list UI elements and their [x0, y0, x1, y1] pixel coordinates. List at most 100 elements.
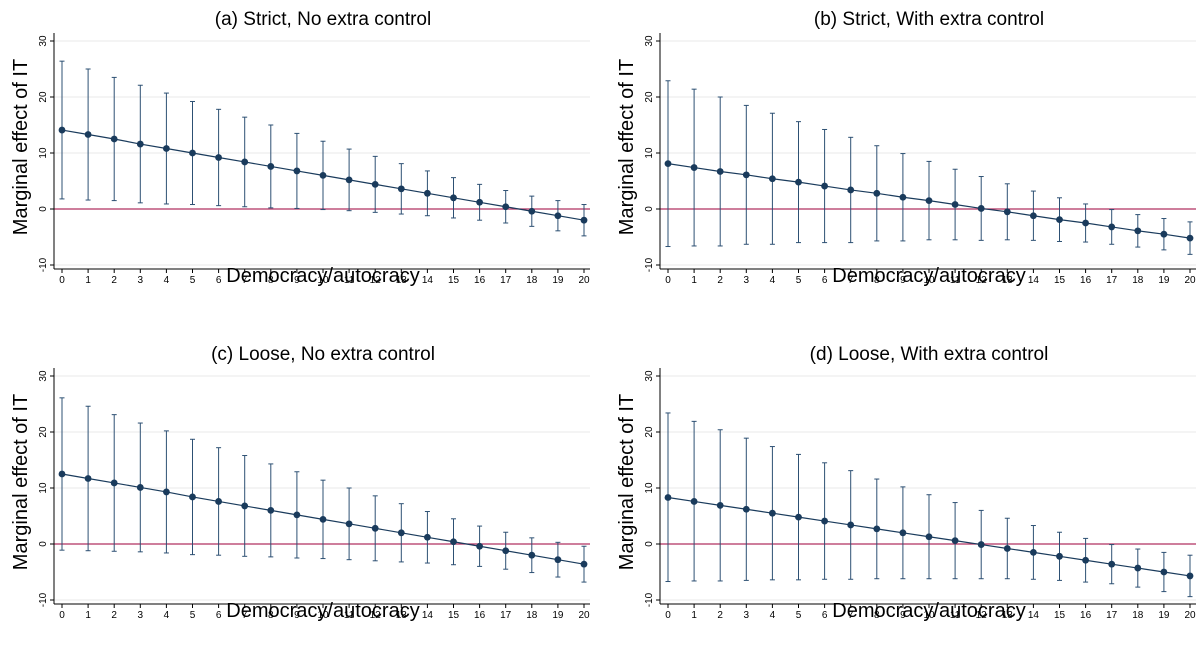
estimate-point	[664, 494, 672, 501]
x-tick-label: 13	[396, 275, 408, 286]
x-tick-label: 0	[59, 610, 65, 621]
estimate-point	[977, 541, 985, 548]
x-tick-label: 4	[770, 275, 776, 286]
x-tick-label: 7	[242, 275, 248, 286]
estimate-point	[873, 525, 881, 533]
panel-d: (d) Loose, With extra control -10 0 10 20 30 0…	[616, 344, 1196, 622]
estimate-point	[450, 538, 457, 546]
x-tick-label: 18	[526, 610, 538, 621]
estimate-point	[1003, 545, 1011, 552]
x-tick-label: 0	[59, 275, 65, 286]
estimate-point	[1186, 234, 1194, 242]
y-tick-label: 20	[644, 91, 655, 103]
estimate-point	[769, 509, 776, 517]
x-tick-label: 16	[1080, 610, 1092, 621]
estimate-point	[84, 475, 92, 482]
estimate-point	[345, 520, 353, 528]
x-tick-label: 14	[422, 610, 434, 621]
estimate-point	[1186, 572, 1194, 580]
x-tick-label: 18	[526, 275, 538, 286]
estimate-point	[977, 205, 985, 212]
x-tick-label: 19	[1158, 610, 1170, 621]
panel-title: (a) Strict, No extra control	[215, 9, 431, 30]
estimate-point	[58, 126, 66, 134]
estimate-point	[847, 521, 855, 529]
x-tick-label: 12	[976, 610, 988, 621]
estimate-point	[215, 154, 223, 161]
estimate-point	[951, 537, 959, 545]
y-axis-label: Marginal effect of IT	[616, 59, 638, 235]
estimate-point	[476, 542, 483, 550]
y-tick-label: 20	[38, 426, 49, 438]
y-tick-label: 0	[38, 206, 49, 212]
panel-b: (b) Strict, With extra control-100102030…	[616, 9, 1196, 287]
y-tick-label: -10	[644, 257, 655, 272]
estimate-point	[873, 189, 881, 197]
y-axis-label: Marginal effect of IT	[10, 394, 32, 570]
estimate-point	[664, 160, 672, 168]
estimate-point	[424, 533, 431, 541]
estimate-point	[1003, 208, 1011, 216]
y-tick-label: 30	[644, 370, 655, 382]
x-tick-label: 13	[396, 610, 408, 621]
panel-title: (d) Loose, With extra control	[810, 344, 1049, 365]
x-tick-label: 16	[1080, 275, 1092, 286]
x-tick-label: 11	[950, 610, 961, 621]
estimate-point	[110, 135, 118, 143]
estimate-point	[502, 203, 510, 211]
estimate-point	[1160, 230, 1168, 238]
x-tick-label: 17	[1106, 610, 1118, 621]
x-tick-label: 9	[900, 610, 906, 621]
y-axis-label: Marginal effect of IT	[10, 59, 32, 235]
estimate-point	[397, 529, 405, 537]
x-tick-label: 7	[242, 610, 248, 621]
x-tick-label: 12	[976, 275, 988, 286]
estimate-point	[847, 186, 855, 194]
estimate-point	[1082, 556, 1089, 564]
x-tick-label: 8	[268, 610, 274, 621]
x-tick-label: 11	[344, 275, 355, 286]
x-tick-label: 4	[770, 610, 776, 621]
estimate-point	[1134, 564, 1142, 572]
y-tick-label: 30	[38, 35, 49, 47]
y-tick-label: -10	[38, 592, 49, 607]
x-tick-label: 10	[317, 275, 329, 286]
estimate-point	[397, 185, 405, 193]
x-tick-label: 6	[216, 610, 222, 621]
x-tick-label: 4	[164, 275, 170, 286]
estimate-point	[690, 498, 698, 505]
estimate-point	[821, 517, 828, 525]
estimate-point	[502, 547, 510, 555]
estimate-point	[424, 189, 431, 197]
estimate-point	[371, 180, 379, 188]
estimate-point	[716, 168, 724, 175]
estimate-point	[293, 167, 301, 175]
x-tick-label: 11	[950, 275, 961, 286]
x-tick-label: 12	[370, 275, 382, 286]
estimate-point	[371, 524, 379, 532]
y-tick-label: 10	[644, 482, 655, 494]
x-tick-label: 18	[1132, 275, 1144, 286]
x-tick-label: 3	[744, 275, 750, 286]
y-tick-label: 20	[38, 91, 49, 103]
x-tick-label: 9	[294, 275, 300, 286]
x-tick-label: 15	[1054, 610, 1066, 621]
x-tick-label: 17	[500, 610, 512, 621]
estimate-point	[580, 216, 588, 224]
x-tick-label: 9	[294, 610, 300, 621]
estimate-point	[293, 511, 301, 519]
x-tick-label: 20	[1184, 275, 1196, 286]
estimate-point	[795, 178, 802, 186]
estimate-point	[1108, 560, 1116, 568]
x-tick-label: 14	[422, 275, 434, 286]
x-tick-label: 7	[848, 275, 854, 286]
estimate-point	[476, 198, 483, 206]
estimate-point	[241, 158, 249, 166]
y-tick-label: -10	[644, 592, 655, 607]
x-tick-label: 2	[111, 610, 117, 621]
y-axis-label: Marginal effect of IT	[616, 394, 638, 570]
y-tick-label: 0	[644, 206, 655, 212]
